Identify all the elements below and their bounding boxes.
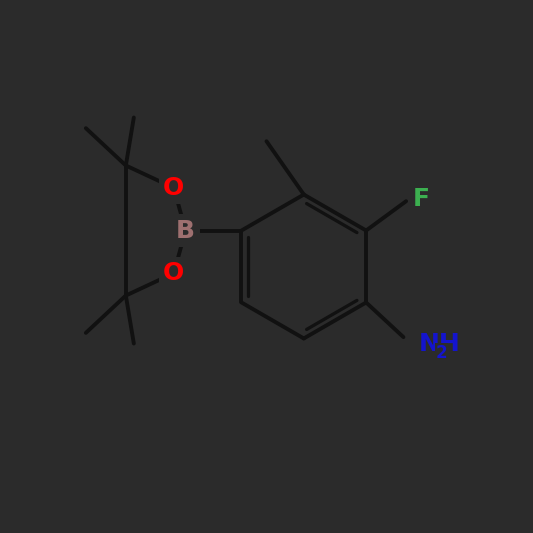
Text: NH: NH xyxy=(418,332,460,356)
Text: 2: 2 xyxy=(435,344,447,362)
Text: O: O xyxy=(163,176,184,200)
Text: O: O xyxy=(163,261,184,285)
Text: B: B xyxy=(176,219,195,243)
Text: F: F xyxy=(413,187,430,211)
